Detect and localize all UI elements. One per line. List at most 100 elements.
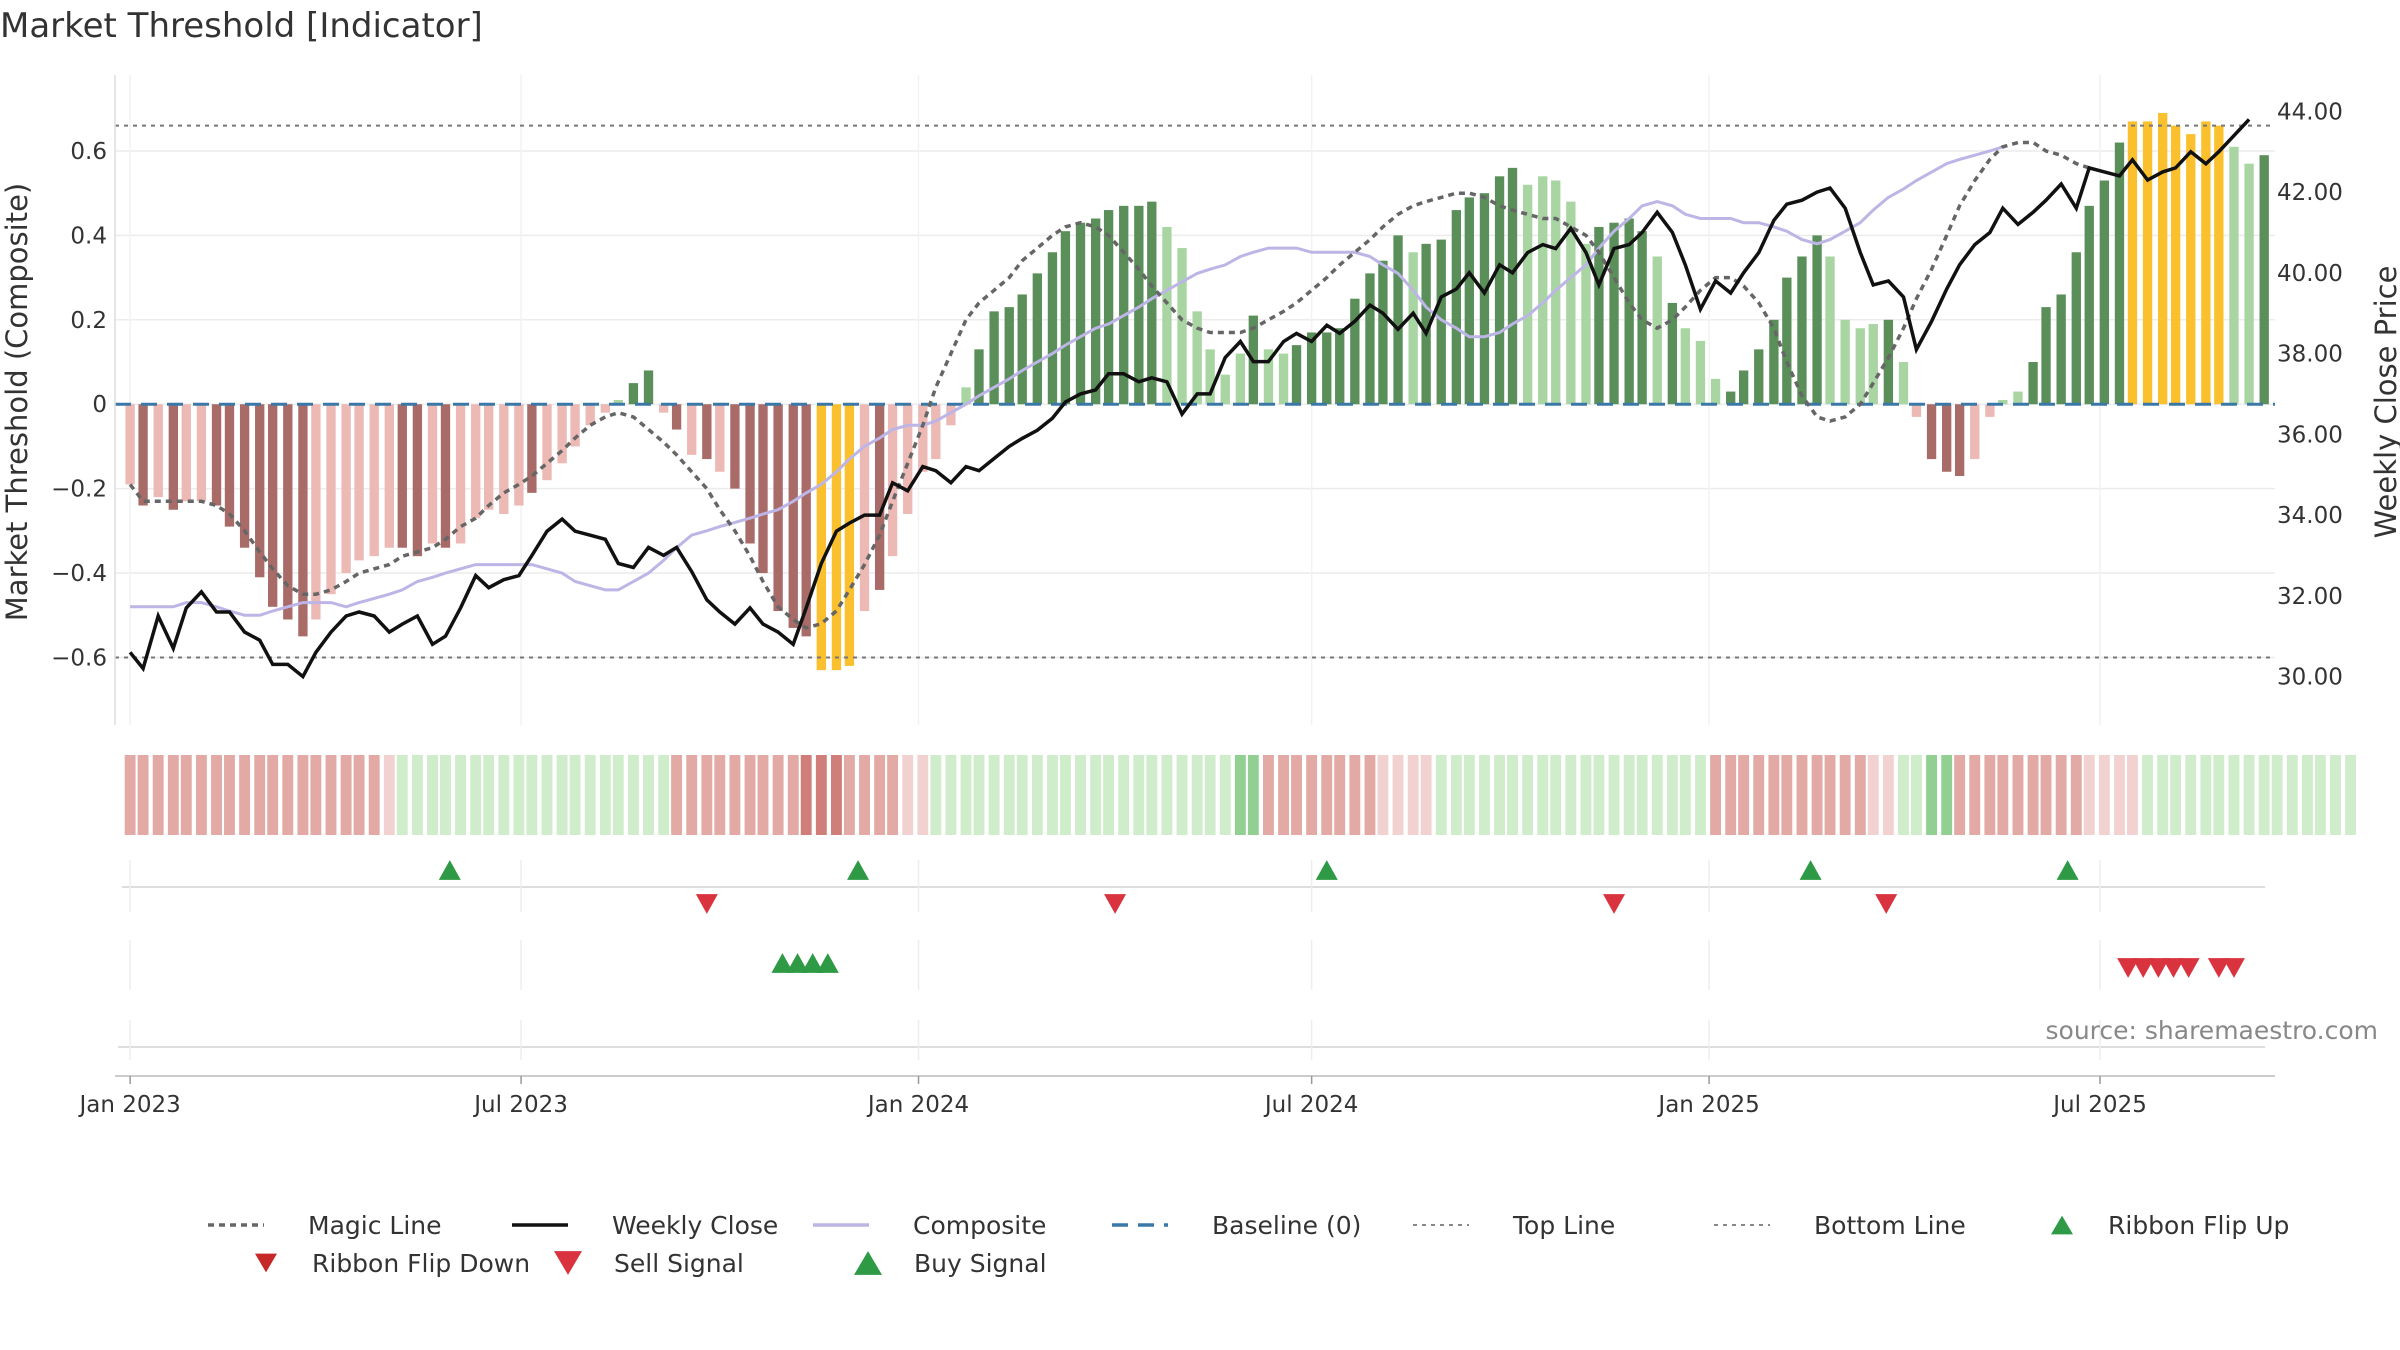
ribbon-cell	[2098, 755, 2110, 835]
ribbon-cell	[1768, 755, 1780, 835]
composite-bar	[585, 404, 595, 426]
ribbon-cell	[1219, 755, 1231, 835]
sell-signal-marker	[2117, 958, 2140, 978]
ribbon-cell	[310, 755, 322, 835]
ribbon-cell	[859, 755, 870, 835]
composite-bar	[2084, 205, 2094, 405]
legend-item: Bottom Line	[1714, 1211, 1966, 1240]
composite-bar	[2028, 362, 2038, 405]
legend-label: Top Line	[1512, 1211, 1615, 1240]
ribbon-flip-down-marker	[1603, 894, 1626, 914]
ribbon-cell	[599, 755, 611, 835]
ribbon-cell	[1796, 755, 1808, 835]
composite-bar	[527, 404, 537, 493]
composite-bar	[1119, 205, 1129, 405]
composite-bar	[1220, 374, 1230, 405]
x-tick-label: Jan 2023	[77, 1092, 180, 1118]
ribbon-cell	[2243, 755, 2255, 835]
buy-signal-marker	[786, 953, 809, 973]
composite-bar	[1954, 404, 1965, 476]
composite-bar	[773, 404, 783, 612]
legend-marker	[255, 1253, 277, 1273]
composite-bar	[1004, 307, 1014, 405]
reference-lines	[115, 124, 2275, 659]
y-tick-label: −0.6	[51, 645, 107, 671]
composite-bar	[874, 404, 885, 590]
composite-bar	[181, 404, 191, 502]
composite-bar	[1942, 404, 1952, 472]
ribbon-cell	[1608, 755, 1620, 835]
ribbon-cell	[729, 755, 741, 835]
composite-bar	[484, 404, 494, 510]
legend-label: Baseline (0)	[1212, 1211, 1361, 1240]
ribbon-cell	[2142, 755, 2154, 835]
ribbon-cell	[2055, 755, 2067, 835]
legend-item: Magic Line	[208, 1211, 442, 1240]
ribbon-cell	[1811, 755, 1823, 835]
composite-bar	[1017, 294, 1027, 405]
x-tick-label: Jan 2025	[1656, 1092, 1759, 1118]
ribbon-cell	[1133, 755, 1145, 835]
ribbon-cell	[2200, 755, 2212, 835]
composite-bar	[730, 404, 740, 489]
ribbon-cell	[325, 755, 337, 835]
ribbon-cell	[1941, 755, 1953, 835]
composite-bar	[844, 404, 855, 666]
ribbon-cell	[744, 755, 756, 835]
ribbon-cell	[1623, 755, 1635, 835]
composite-bar	[1378, 260, 1388, 405]
composite-bar	[1812, 235, 1822, 405]
ribbon-cell	[1580, 755, 1592, 835]
ribbon-cell	[368, 755, 380, 835]
ribbon-cell	[152, 755, 164, 835]
sell-signal-marker	[2147, 958, 2170, 978]
legend-item: Baseline (0)	[1112, 1211, 1361, 1240]
composite-bar	[931, 404, 941, 460]
composite-bar	[1306, 332, 1317, 405]
composite-bar	[2214, 125, 2224, 405]
ribbon-cell	[1839, 755, 1851, 835]
ribbon-flip-up-marker	[1799, 860, 1822, 880]
ribbon-cell	[167, 755, 179, 835]
ribbon-cell	[1507, 755, 1518, 835]
ribbon-cell	[2271, 755, 2283, 835]
y2-tick-label: 42.00	[2277, 180, 2343, 206]
composite-bar	[788, 404, 798, 628]
legend-item: Sell Signal	[554, 1249, 744, 1278]
ribbon-cell	[1016, 755, 1028, 835]
ribbon-cell	[1781, 755, 1793, 835]
chart-title: Market Threshold [Indicator]	[0, 6, 483, 46]
ribbon-cell	[1478, 755, 1490, 835]
ribbon-cell	[1494, 755, 1506, 835]
composite-bar	[138, 404, 148, 506]
composite-bar	[1726, 391, 1736, 405]
composite-bar	[702, 404, 712, 460]
x-tick-label: Jan 2024	[866, 1092, 969, 1118]
composite-bar	[1738, 370, 1749, 405]
composite-bar	[613, 400, 623, 405]
composite-bar	[2259, 155, 2269, 405]
ribbon-cell	[643, 755, 654, 835]
composite-bar	[1883, 319, 1894, 405]
legend-item: Top Line	[1413, 1211, 1615, 1240]
composite-bar	[168, 404, 178, 510]
ribbon-cell	[1593, 755, 1605, 835]
ribbon-cell	[513, 755, 525, 835]
composite-bar	[1970, 404, 1980, 460]
y2-axis-label: Weekly Close Price	[2369, 266, 2400, 539]
source-label: source: sharemaestro.com	[2046, 1016, 2379, 1045]
ribbon-flip-down-marker	[1104, 894, 1127, 914]
composite-bar	[1436, 239, 1446, 405]
legend-marker	[2051, 1215, 2073, 1235]
ribbon-cell	[1176, 755, 1188, 835]
composite-bar	[974, 349, 984, 405]
ribbon-cell	[180, 755, 192, 835]
ribbon-cell	[2083, 755, 2095, 835]
composite-bar	[455, 404, 466, 544]
ribbon-cell	[1824, 755, 1836, 835]
composite-bar	[687, 404, 697, 455]
composite-bar	[2114, 142, 2125, 405]
x-axis: Jan 2023 Jul 2023 Jan 2024 Jul 2024 Jan 2025…	[77, 1075, 2275, 1118]
ribbon-cell	[1679, 755, 1691, 835]
composite-bar	[1581, 243, 1591, 405]
